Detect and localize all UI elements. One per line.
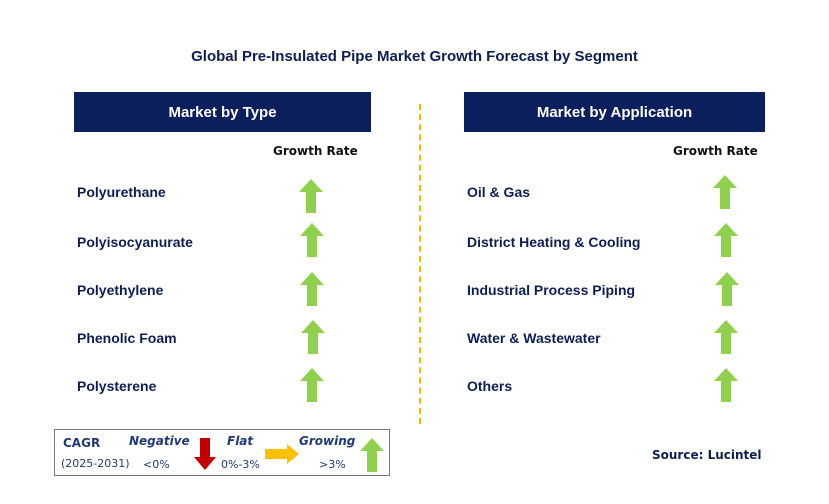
application-row-label: Others — [467, 378, 513, 394]
market-by-type-header: Market by Type — [74, 92, 371, 132]
type-row-label: Polyisocyanurate — [77, 234, 193, 250]
type-row-label: Polyethylene — [77, 282, 164, 298]
up-arrow-icon — [713, 175, 737, 209]
legend-negative-label: Negative — [129, 434, 190, 448]
legend-growing-range: >3% — [319, 458, 346, 471]
application-row-label: Oil & Gas — [467, 184, 531, 200]
up-arrow-icon — [301, 320, 325, 354]
legend-flat-range: 0%-3% — [221, 458, 260, 471]
application-row-label: District Heating & Cooling — [467, 234, 641, 250]
up-arrow-icon — [299, 179, 323, 213]
right-arrow-icon — [265, 444, 299, 464]
up-arrow-icon — [715, 272, 739, 306]
type-row-label: Polysterene — [77, 378, 157, 394]
dashed-divider — [419, 104, 421, 424]
page-title: Global Pre-Insulated Pipe Market Growth … — [191, 48, 638, 65]
growth-rate-label-right: Growth Rate — [673, 144, 758, 158]
up-arrow-icon — [714, 223, 738, 257]
type-row-label: Phenolic Foam — [77, 330, 177, 346]
type-row-label: Polyurethane — [77, 184, 166, 200]
up-arrow-icon — [300, 223, 324, 257]
down-arrow-icon — [194, 438, 216, 470]
cagr-legend: CAGR (2025-2031) Negative <0% Flat 0%-3%… — [54, 429, 390, 476]
up-arrow-icon — [360, 438, 384, 472]
growth-rate-label-left: Growth Rate — [273, 144, 358, 158]
application-row-label: Water & Wastewater — [467, 330, 601, 346]
up-arrow-icon — [300, 368, 324, 402]
up-arrow-icon — [714, 320, 738, 354]
source-label: Source: Lucintel — [652, 448, 762, 462]
legend-negative-range: <0% — [143, 458, 170, 471]
application-row-label: Industrial Process Piping — [467, 282, 636, 298]
legend-flat-label: Flat — [227, 434, 254, 448]
legend-cagr-label: CAGR — [63, 436, 101, 450]
up-arrow-icon — [714, 368, 738, 402]
legend-growing-label: Growing — [299, 434, 356, 448]
up-arrow-icon — [300, 272, 324, 306]
market-by-application-header: Market by Application — [464, 92, 765, 132]
legend-period: (2025-2031) — [61, 457, 130, 470]
